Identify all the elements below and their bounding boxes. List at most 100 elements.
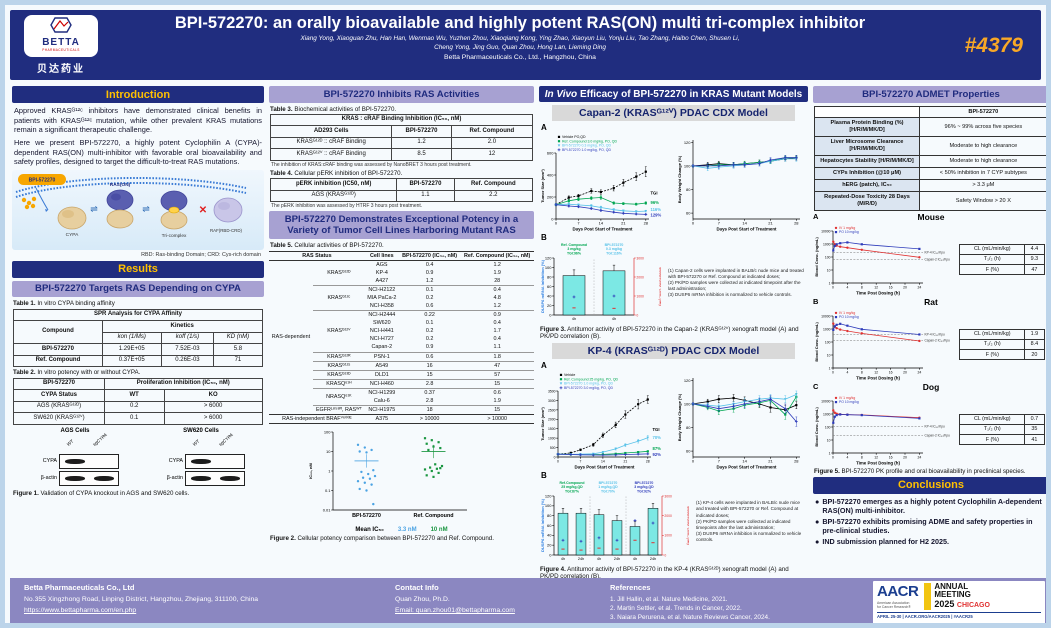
diagram-caption: RBD: Ras-binding Domain; CRD: Cys-rich d… bbox=[141, 251, 261, 258]
svg-text:120: 120 bbox=[545, 493, 552, 498]
svg-text:0: 0 bbox=[832, 456, 834, 460]
contact-name: Quan Zhou, Ph.D. bbox=[395, 596, 450, 603]
figure3-notes: (1) Capan-2 cells were implanted in BALB… bbox=[668, 268, 808, 299]
svg-text:80: 80 bbox=[686, 425, 691, 430]
figure1-western-blots: AGS Cells WT sgCYPA CYPA β-actin SW620 Ce… bbox=[12, 428, 264, 488]
introduction-heading: Introduction bbox=[12, 86, 264, 103]
pk-params-table: CL (mL/min/kg) 0.7 T₁/₂ (h) 35 F (%) 41 bbox=[959, 413, 1045, 446]
table5-row: KRASQ⁶¹ᴴ NCI-H460 2.8 15 bbox=[269, 378, 534, 389]
svg-text:Capan-2 IC₉₀/Kpu: Capan-2 IC₉₀/Kpu bbox=[925, 434, 951, 438]
figure5-caption: Figure 5. BPI-572270 PK profile and oral… bbox=[814, 468, 1026, 476]
svg-text:8: 8 bbox=[861, 286, 863, 290]
figure1-caption: Figure 1. Validation of CYPA knockout in… bbox=[13, 489, 190, 497]
table5-row: KRASᴳ¹²ᴿ PSN-1 0.6 1.8 bbox=[269, 351, 534, 362]
blot-row-actin: β-actin bbox=[40, 475, 57, 482]
svg-text:80: 80 bbox=[686, 187, 691, 192]
svg-text:7: 7 bbox=[577, 220, 580, 225]
table5-row: MIA PaCa-2 0.2 4.8 bbox=[367, 295, 501, 301]
mechanism-diagram-art: BPI-572270 CYPA ⇌ RAS(ON) ⇌ Tri-complex bbox=[15, 173, 247, 239]
svg-text:DUSP6 mRNA Inhibition (%): DUSP6 mRNA Inhibition (%) bbox=[540, 498, 545, 552]
svg-text:0: 0 bbox=[557, 459, 559, 463]
figure2-scatter-chart: 0.01 0.1 1 10 100 IC₅₀, nM BPI-572270 Ref. Comp… bbox=[308, 430, 467, 519]
figure3-note-line: (2) PK/PD samples were collected at indi… bbox=[668, 279, 801, 292]
svg-text:TGI:87%: TGI:87% bbox=[565, 489, 580, 493]
svg-text:Vehicle: Vehicle bbox=[564, 373, 575, 377]
pk-species-name: Dog bbox=[922, 382, 940, 393]
aacr-meeting-logo: ANNUAL MEETING 2025 CHICAGO bbox=[924, 582, 990, 610]
svg-text:Days Post Start of Treatment: Days Post Start of Treatment bbox=[574, 464, 635, 469]
table5-header-status: RAS Status bbox=[269, 250, 365, 261]
bpi-badge-shape bbox=[18, 173, 66, 185]
admet-heading: BPI-572270 ADMET Properties bbox=[813, 86, 1046, 103]
table5-header-bpi: BPI-572270 (IC₅₀, nM) bbox=[398, 250, 461, 261]
svg-text:3 mg/kg,QD: 3 mg/kg,QD bbox=[634, 485, 654, 489]
svg-text:21: 21 bbox=[623, 459, 627, 463]
svg-text:TGI:96%: TGI:96% bbox=[567, 251, 582, 255]
svg-text:80: 80 bbox=[547, 513, 552, 518]
svg-text:7: 7 bbox=[718, 220, 721, 225]
svg-text:1000: 1000 bbox=[823, 413, 831, 417]
mechanism-diagram: BPI-572270 CYPA ⇌ RAS(ON) ⇌ Tri-complex bbox=[12, 169, 264, 250]
raf-label: RAF(RBD-CRD) bbox=[210, 228, 242, 233]
pk-profiles: A Mouse 0 4 8 12 16 20 24 1 10 100 1000 10000 Time Pos… bbox=[813, 212, 1046, 466]
svg-text:TGI:92%: TGI:92% bbox=[637, 489, 652, 493]
svg-text:129%: 129% bbox=[651, 213, 662, 218]
svg-text:0: 0 bbox=[692, 220, 695, 225]
svg-text:28: 28 bbox=[644, 220, 649, 225]
svg-text:100: 100 bbox=[825, 256, 831, 260]
svg-text:10: 10 bbox=[827, 354, 831, 358]
svg-text:100: 100 bbox=[684, 163, 691, 168]
pk-chart-mouse: 0 4 8 12 16 20 24 1 10 100 1000 10000 Time Post Dosi… bbox=[814, 226, 950, 296]
svg-text:3000: 3000 bbox=[548, 399, 556, 403]
svg-text:100: 100 bbox=[323, 430, 330, 435]
svg-text:4h: 4h bbox=[561, 557, 565, 561]
table5-row: Calu-6 2.8 1.9 bbox=[373, 397, 501, 404]
company-address: No.355 Xingzhong Road, Linping District,… bbox=[24, 596, 259, 603]
table3-caption: Table 3. Biochemical activities of BPI-5… bbox=[270, 105, 397, 113]
figure4-caption: Figure 4. Antitumor activity of BPI-5722… bbox=[540, 565, 789, 581]
svg-text:⇌: ⇌ bbox=[90, 204, 98, 214]
svg-text:⇌: ⇌ bbox=[142, 204, 150, 214]
aacr-dates-strip: APRIL 25-30 | AACR.ORG/AACR2025 | #AACR2… bbox=[877, 611, 1041, 619]
svg-text:Blood/Tumor Conc. (nM): Blood/Tumor Conc. (nM) bbox=[687, 506, 690, 544]
results-heading: Results bbox=[12, 260, 264, 278]
figure3-note-line: (1) Capan-2 cells were implanted in BALB… bbox=[668, 267, 804, 279]
conclusions-list: ● BPI-572270 emerges as a highly potent C… bbox=[813, 497, 1046, 547]
svg-text:21: 21 bbox=[768, 220, 773, 225]
svg-text:IV 1 mg/kg: IV 1 mg/kg bbox=[839, 311, 855, 315]
svg-text:Days Post Start of Treatment: Days Post Start of Treatment bbox=[716, 227, 777, 232]
svg-text:2000: 2000 bbox=[548, 418, 556, 422]
table5-row: NCI-H358 0.6 1.2 bbox=[369, 303, 501, 310]
svg-text:120: 120 bbox=[684, 378, 691, 383]
svg-text:PO 10 mg/kg: PO 10 mg/kg bbox=[839, 231, 859, 235]
table5-row: KP-4 0.9 1.9 bbox=[375, 269, 501, 276]
header: BETTA PHARMACEUTICALS 贝达药业 BPI-572270: a… bbox=[10, 10, 1041, 80]
svg-text:1: 1 bbox=[829, 282, 831, 286]
svg-text:60: 60 bbox=[547, 523, 552, 528]
svg-text:28: 28 bbox=[794, 458, 799, 463]
svg-text:2000: 2000 bbox=[664, 514, 672, 518]
table5-row: NCI-H727 0.2 0.4 bbox=[369, 336, 501, 343]
svg-text:1000: 1000 bbox=[823, 243, 831, 247]
svg-text:BPI-572270 1.0 mg/kg, PO, QD: BPI-572270 1.0 mg/kg, PO, QD bbox=[564, 381, 613, 385]
table4-perk: pERK inhibition (IC50, nM) BPI-572270 Ref.… bbox=[270, 178, 533, 203]
logo-subtext: PHARMACEUTICALS bbox=[42, 48, 80, 52]
footer-references-block: References 1. Jill Hallin, et al. Nature… bbox=[610, 583, 870, 623]
svg-text:4: 4 bbox=[846, 286, 848, 290]
contact-email-link[interactable]: Email: quan.zhou01@bettapharma.com bbox=[395, 607, 515, 614]
svg-text:0: 0 bbox=[832, 286, 834, 290]
svg-text:10000: 10000 bbox=[821, 230, 831, 234]
svg-text:12: 12 bbox=[874, 286, 878, 290]
svg-text:21: 21 bbox=[621, 220, 626, 225]
rason-label: RAS(ON) bbox=[110, 182, 131, 188]
table2-cypa-potency: BPI-572270 Proliferation Inhibition (IC₅₀… bbox=[13, 377, 263, 425]
table5-row: NRASQ⁶¹ᴷ NCI-H1299 0.37 0.6 bbox=[269, 388, 534, 406]
company-website-link[interactable]: https://www.bettapharma.com/en.php bbox=[24, 607, 137, 614]
svg-text:0: 0 bbox=[832, 371, 834, 375]
lane-label-wt: WT bbox=[65, 438, 75, 447]
kp4-model-title: KP-4 (KRASᴳ¹²ᴰ) PDAC CDX Model bbox=[551, 342, 796, 359]
svg-text:Ref. Compound 3.0 mg/kg, PO, Q: Ref. Compound 3.0 mg/kg, PO, QD bbox=[562, 139, 618, 143]
aacr-logo-block: AACR American Association for Cancer Rese… bbox=[873, 581, 1045, 623]
svg-text:0: 0 bbox=[555, 220, 558, 225]
pk-block-rat: B Rat 0 4 8 12 16 20 24 1 10 100 1000 10000 Time Post … bbox=[813, 297, 1046, 381]
